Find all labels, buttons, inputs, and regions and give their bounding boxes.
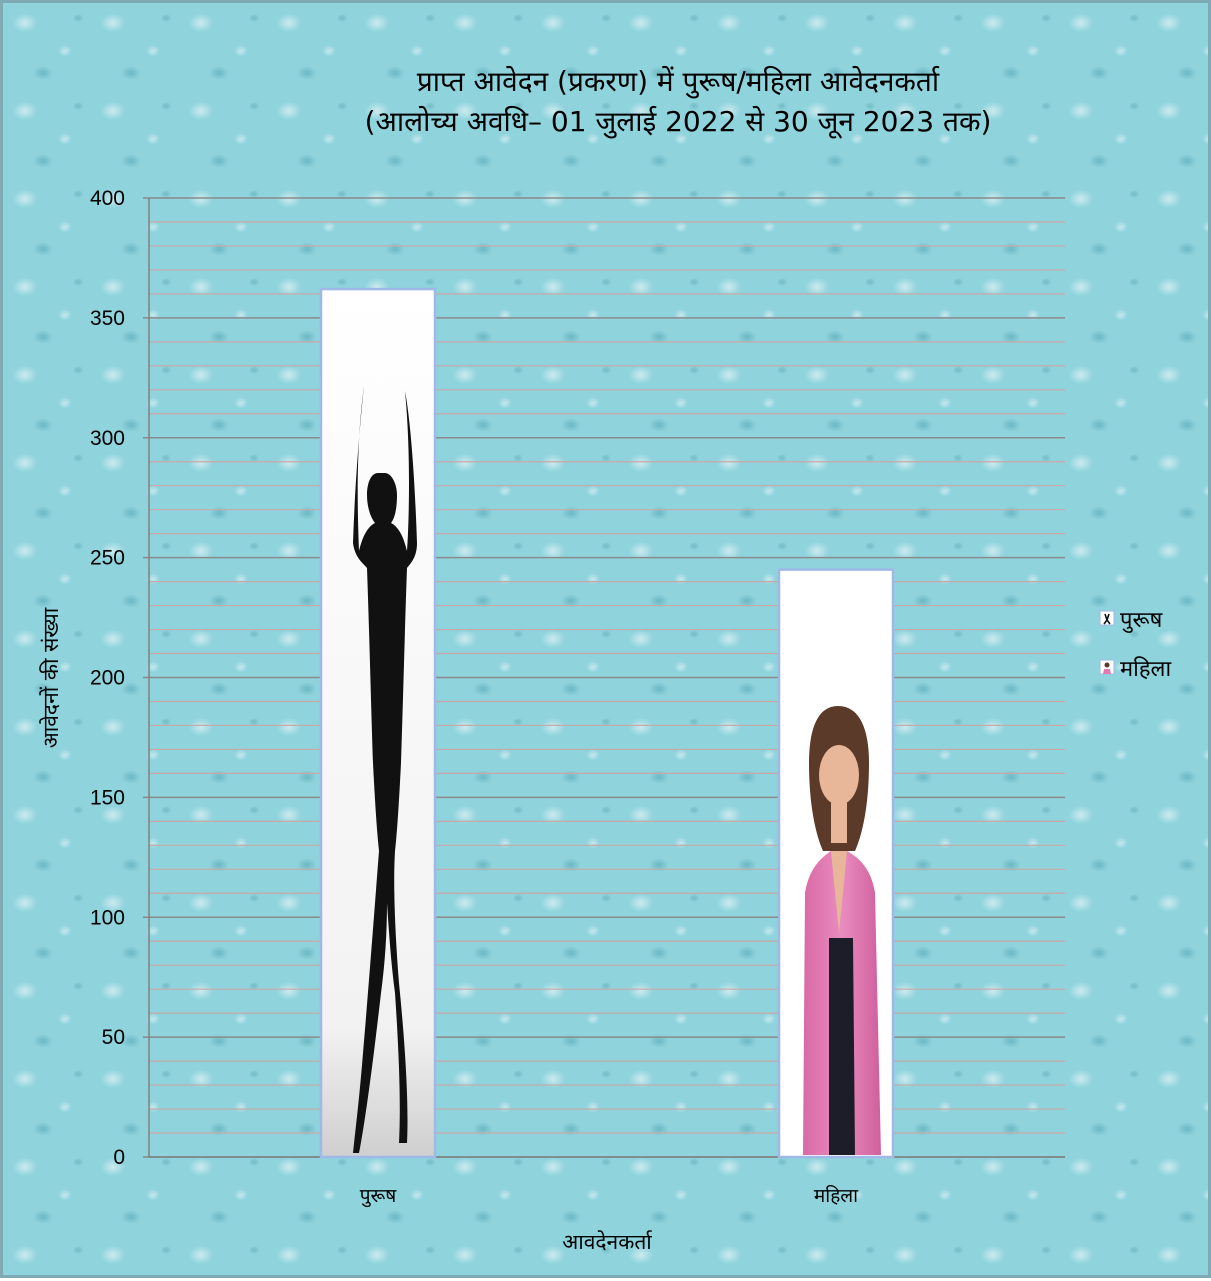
y-tick-label: 250 [90,547,125,570]
woman-photo-icon [803,706,881,1155]
y-tick-label: 0 [113,1146,125,1169]
y-tick-label: 100 [90,906,125,929]
y-tick-label: 150 [90,786,125,809]
y-tick-label: 200 [90,667,125,690]
legend-man-glyph [1103,613,1111,625]
bar-mahila [777,568,895,1159]
legend-label-mahila: महिला [1120,656,1171,682]
legend-item-mahila: महिला [1099,656,1171,682]
legend-item-purush: पुरूष [1099,608,1164,633]
legend-woman-body [1103,669,1111,674]
y-tick-label: 300 [90,427,125,450]
bar-purush [319,287,437,1159]
category-label-purush: पुरूष [360,1185,398,1208]
y-axis-title: आवेदनों की संख्या [39,607,63,748]
legend: पुरूष महिला [1099,608,1171,682]
man-silhouette-icon [353,386,417,1153]
bar-mahila-border [777,568,895,1159]
legend-label-purush: पुरूष [1120,608,1164,633]
bar-purush-border [319,287,437,1159]
y-tick-label: 50 [102,1026,125,1049]
y-tick-label: 400 [90,187,125,210]
legend-woman-head [1104,662,1110,668]
chart-svg: प्राप्त आवेदन (प्रकरण) में पुरूष/महिला आ… [39,65,1171,1254]
chart-title: प्राप्त आवेदन (प्रकरण) में पुरूष/महिला आ… [417,65,940,99]
y-tick-label: 350 [90,307,125,330]
chart-subtitle: (आलोच्य अवधि– 01 जुलाई 2022 से 30 जून 20… [365,105,992,139]
y-axis-ticks: 0 50 100 150 200 250 300 350 400 [90,187,125,1169]
x-axis-title: आवदेनकर्ता [562,1230,652,1254]
category-label-mahila: महिला [814,1184,859,1207]
minor-gridlines [149,221,1065,1134]
x-axis-categories: पुरूष महिला [360,1184,859,1208]
